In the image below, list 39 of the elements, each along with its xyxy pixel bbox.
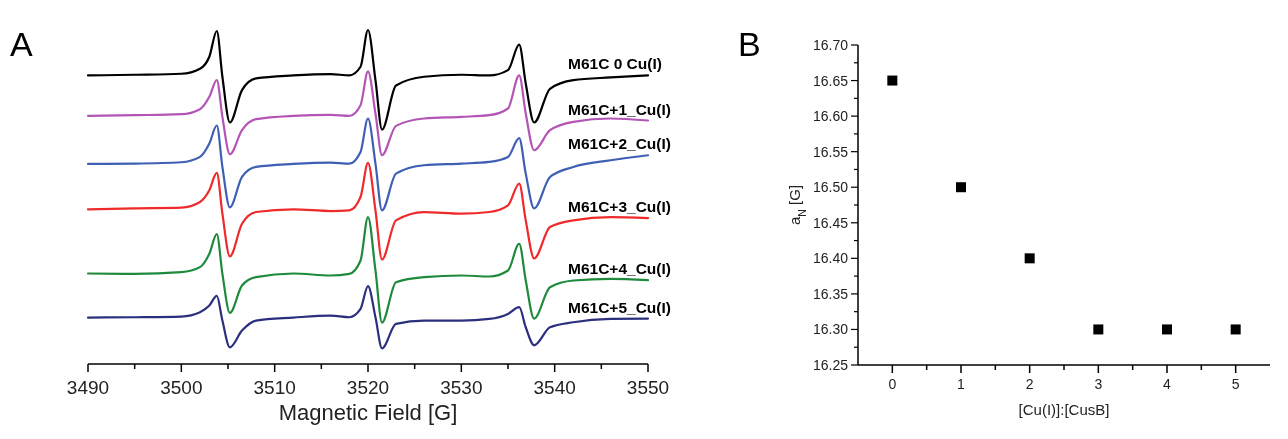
x-tick-label: 1 [957, 376, 966, 392]
series-label: M61C+5_Cu(I) [568, 298, 671, 316]
y-tick-label: 16.65 [812, 72, 849, 89]
x-tick-label: 3510 [253, 377, 296, 398]
y-tick-label: 16.35 [812, 285, 849, 302]
series-label: M61C+3_Cu(I) [568, 198, 671, 216]
y-tick-label: 16.25 [812, 357, 849, 373]
point [1093, 324, 1104, 335]
y-tick-label: 16.40 [812, 250, 849, 267]
series-label: M61C+1_Cu(I) [568, 100, 671, 118]
y-tick-label: 16.55 [812, 143, 849, 160]
y-tick-label: 16.70 [812, 37, 849, 53]
chart-title: A [10, 25, 33, 63]
y-tick-label: 16.50 [812, 179, 849, 196]
x-tick-label: 5 [1231, 376, 1240, 392]
y-tick-label: 16.30 [812, 321, 849, 338]
x-tick-label: 3490 [66, 377, 110, 398]
point [1230, 324, 1241, 335]
x-tick-label: 4 [1163, 376, 1172, 392]
point [1162, 324, 1172, 335]
x-tick-label: 3530 [440, 377, 483, 398]
point [887, 75, 898, 86]
series-label: M61C+4_Cu(I) [568, 260, 671, 278]
series-label: M61C 0 Cu(I) [568, 55, 662, 73]
y-tick-label: 16.60 [812, 108, 849, 125]
point [1024, 253, 1035, 264]
x-tick-label: 0 [888, 376, 897, 392]
x-tick-label: 3 [1094, 376, 1103, 392]
y-tick-label: 16.45 [812, 214, 849, 231]
chart-title: B [738, 25, 761, 63]
x-tick-label: 3500 [160, 377, 203, 398]
x-axis-title: [Cu(I)]:[CusB] [1018, 401, 1110, 418]
x-tick-label: 2 [1025, 376, 1034, 392]
x-tick-label: 3520 [346, 377, 390, 398]
x-tick-label: 3540 [533, 377, 576, 398]
point [956, 182, 966, 193]
series-label: M61C+2_Cu(I) [568, 135, 671, 153]
x-tick-label: 3550 [626, 377, 670, 398]
x-axis-title: Magnetic Field [G] [278, 400, 458, 425]
